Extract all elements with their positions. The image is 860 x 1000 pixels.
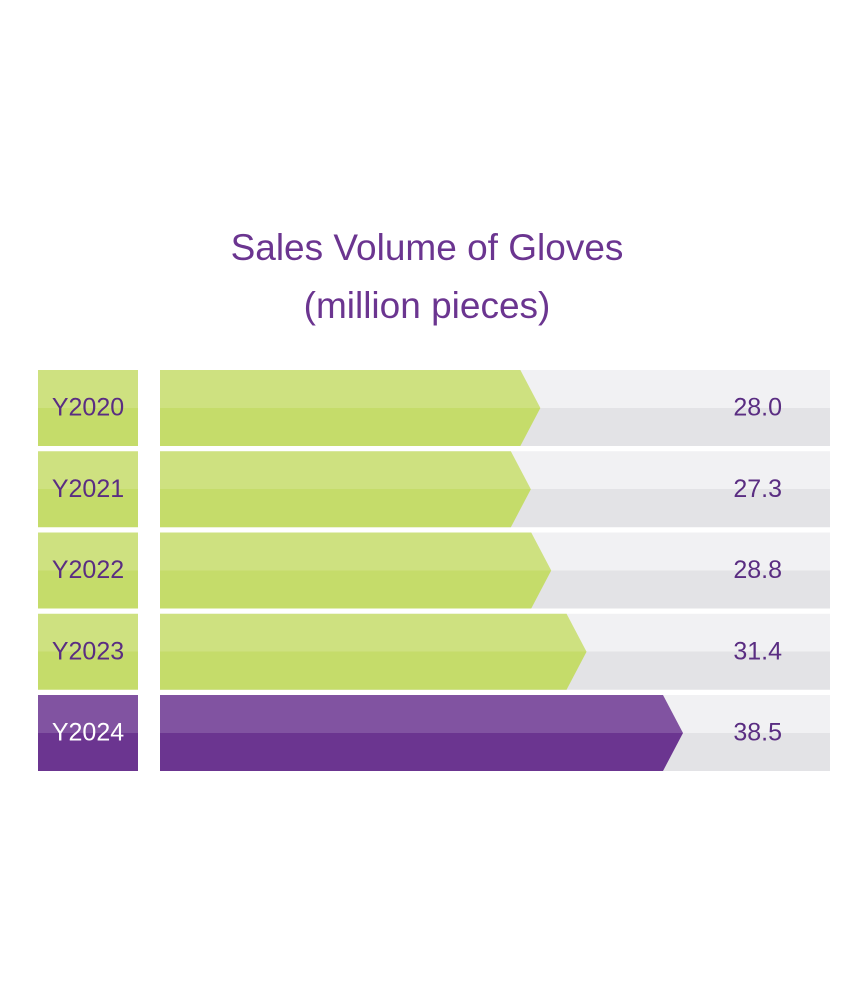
category-label: Y2020	[52, 394, 124, 422]
label-box	[38, 370, 138, 446]
bar	[160, 451, 531, 528]
bar	[160, 613, 587, 690]
value-label: 28.0	[733, 394, 782, 422]
bar	[160, 370, 541, 446]
value-label: 28.8	[733, 556, 782, 584]
chart-title: Sales Volume of Gloves	[231, 227, 624, 268]
category-label: Y2024	[52, 719, 124, 747]
category-label: Y2021	[52, 475, 124, 503]
value-label: 38.5	[733, 719, 782, 747]
label-box	[38, 695, 138, 771]
value-label: 31.4	[733, 637, 782, 665]
category-label: Y2022	[52, 556, 124, 584]
bar	[160, 532, 552, 609]
value-label: 27.3	[733, 475, 782, 503]
label-box	[38, 451, 138, 528]
label-box	[38, 532, 138, 609]
chart-subtitle: (million pieces)	[304, 285, 551, 326]
category-label: Y2023	[52, 637, 124, 665]
label-box	[38, 613, 138, 690]
bar	[160, 695, 683, 771]
